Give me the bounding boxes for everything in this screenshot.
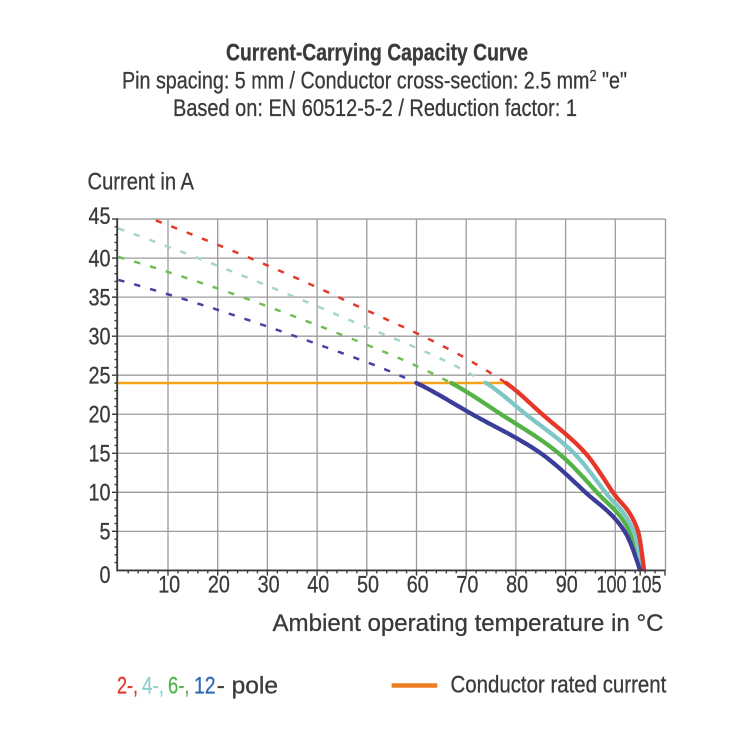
svg-text:Pin spacing: 5 mm / Conductor: Pin spacing: 5 mm / Conductor cross-sect… <box>122 67 627 94</box>
svg-text:15: 15 <box>89 440 111 467</box>
svg-text:25: 25 <box>89 362 111 389</box>
svg-text:4-,: 4-, <box>142 673 164 700</box>
svg-text:Based on: EN 60512-5-2 / Reduc: Based on: EN 60512-5-2 / Reduction facto… <box>173 95 577 122</box>
svg-text:100: 100 <box>597 572 627 599</box>
svg-text:50: 50 <box>357 572 379 599</box>
svg-text:45: 45 <box>89 203 111 230</box>
svg-text:60: 60 <box>407 572 429 599</box>
svg-text:30: 30 <box>89 323 111 350</box>
svg-text:- pole: - pole <box>217 673 278 700</box>
svg-text:20: 20 <box>208 572 230 599</box>
svg-text:90: 90 <box>556 572 578 599</box>
svg-text:Current in A: Current in A <box>88 168 195 195</box>
svg-text:0: 0 <box>100 562 111 589</box>
svg-text:6-,: 6-, <box>168 673 190 700</box>
svg-text:40: 40 <box>89 245 111 272</box>
svg-text:12: 12 <box>194 673 216 700</box>
svg-text:80: 80 <box>506 572 528 599</box>
svg-text:10: 10 <box>89 480 111 507</box>
svg-text:30: 30 <box>258 572 280 599</box>
svg-text:2-,: 2-, <box>117 673 138 700</box>
svg-text:70: 70 <box>456 572 478 599</box>
svg-text:35: 35 <box>89 284 111 311</box>
svg-text:10: 10 <box>158 572 180 599</box>
svg-text:Ambient operating temperature: Ambient operating temperature in °C <box>273 610 664 637</box>
svg-text:20: 20 <box>89 401 111 428</box>
svg-text:Current-Carrying Capacity Curv: Current-Carrying Capacity Curve <box>226 40 528 67</box>
svg-text:40: 40 <box>307 572 329 599</box>
svg-text:105: 105 <box>632 572 662 599</box>
svg-text:5: 5 <box>100 519 111 546</box>
svg-text:Conductor rated current: Conductor rated current <box>451 671 667 698</box>
